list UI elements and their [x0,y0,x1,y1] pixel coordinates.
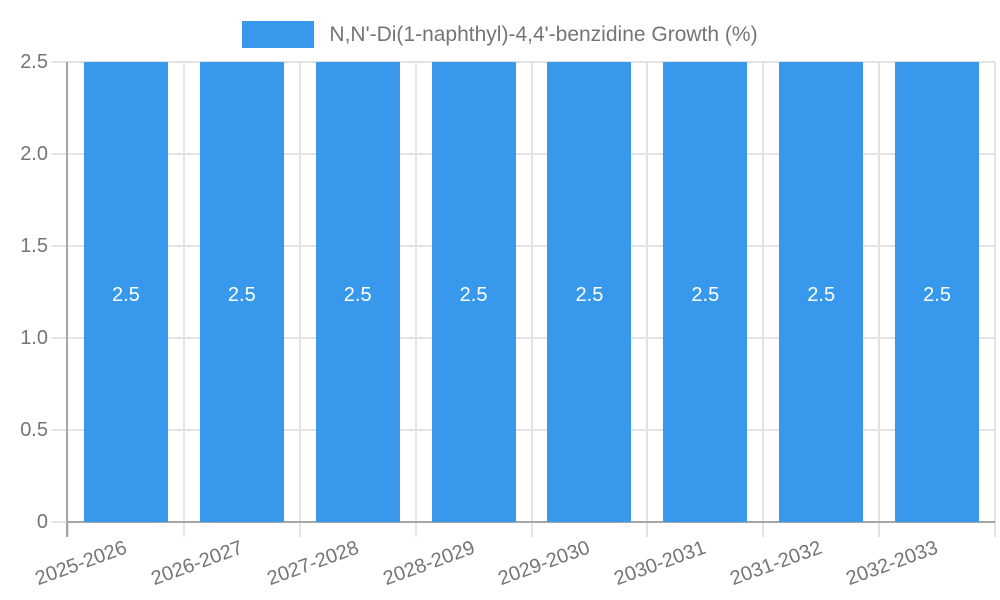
bar[interactable]: 2.5 [547,62,632,522]
bar[interactable]: 2.5 [895,62,980,522]
bar-value-label: 2.5 [343,283,372,306]
y-axis-tick [52,429,68,431]
x-axis-tick [530,522,533,537]
bar[interactable]: 2.5 [315,62,400,522]
bar-value-label: 2.5 [691,283,720,306]
y-axis-label: 1.5 [20,235,48,257]
gridline-vertical [298,62,301,522]
bar[interactable]: 2.5 [663,62,748,522]
bar[interactable]: 2.5 [199,62,284,522]
y-axis-label: 2.0 [20,143,48,165]
gridline-vertical [646,62,649,522]
bar[interactable]: 2.5 [431,62,516,522]
bar[interactable]: 2.5 [779,62,864,522]
y-axis-tick [52,153,68,155]
bar-value-label: 2.5 [575,283,604,306]
x-axis-tick [182,522,185,537]
x-axis-tick [298,522,301,537]
y-axis-tick [52,61,68,63]
bar-value-label: 2.5 [112,283,140,306]
x-axis-line [66,521,995,523]
bar-value-label: 2.5 [227,283,256,306]
bar[interactable]: 2.5 [83,62,168,522]
y-axis-tick [52,337,68,339]
legend-label: N,N'-Di(1-naphthyl)-4,4'-benzidine Growt… [329,22,758,46]
legend[interactable]: N,N'-Di(1-naphthyl)-4,4'-benzidine Growt… [0,21,1000,48]
y-axis-label: 0 [36,511,48,533]
y-axis-label: 2.5 [20,51,48,73]
legend-swatch-icon [242,21,315,48]
bar-value-label: 2.5 [459,283,488,306]
gridline-vertical [530,62,533,522]
gridline-vertical [182,62,185,522]
gridline-vertical [414,62,417,522]
gridline-vertical [878,62,881,522]
x-axis-tick [762,522,765,537]
x-axis-tick [646,522,649,537]
y-axis-tick [52,521,68,523]
x-axis-tick [414,522,417,537]
y-axis-label: 0.5 [20,419,48,441]
x-axis-tick [878,522,881,537]
bar-value-label: 2.5 [807,283,836,306]
gridline-vertical [762,62,765,522]
y-axis-tick [52,245,68,247]
x-axis-tick [994,522,996,537]
y-axis-label: 1.0 [20,327,48,349]
x-axis-tick [67,522,69,537]
bar-value-label: 2.5 [923,283,951,306]
gridline-vertical [994,62,996,522]
y-axis-line [66,62,68,537]
